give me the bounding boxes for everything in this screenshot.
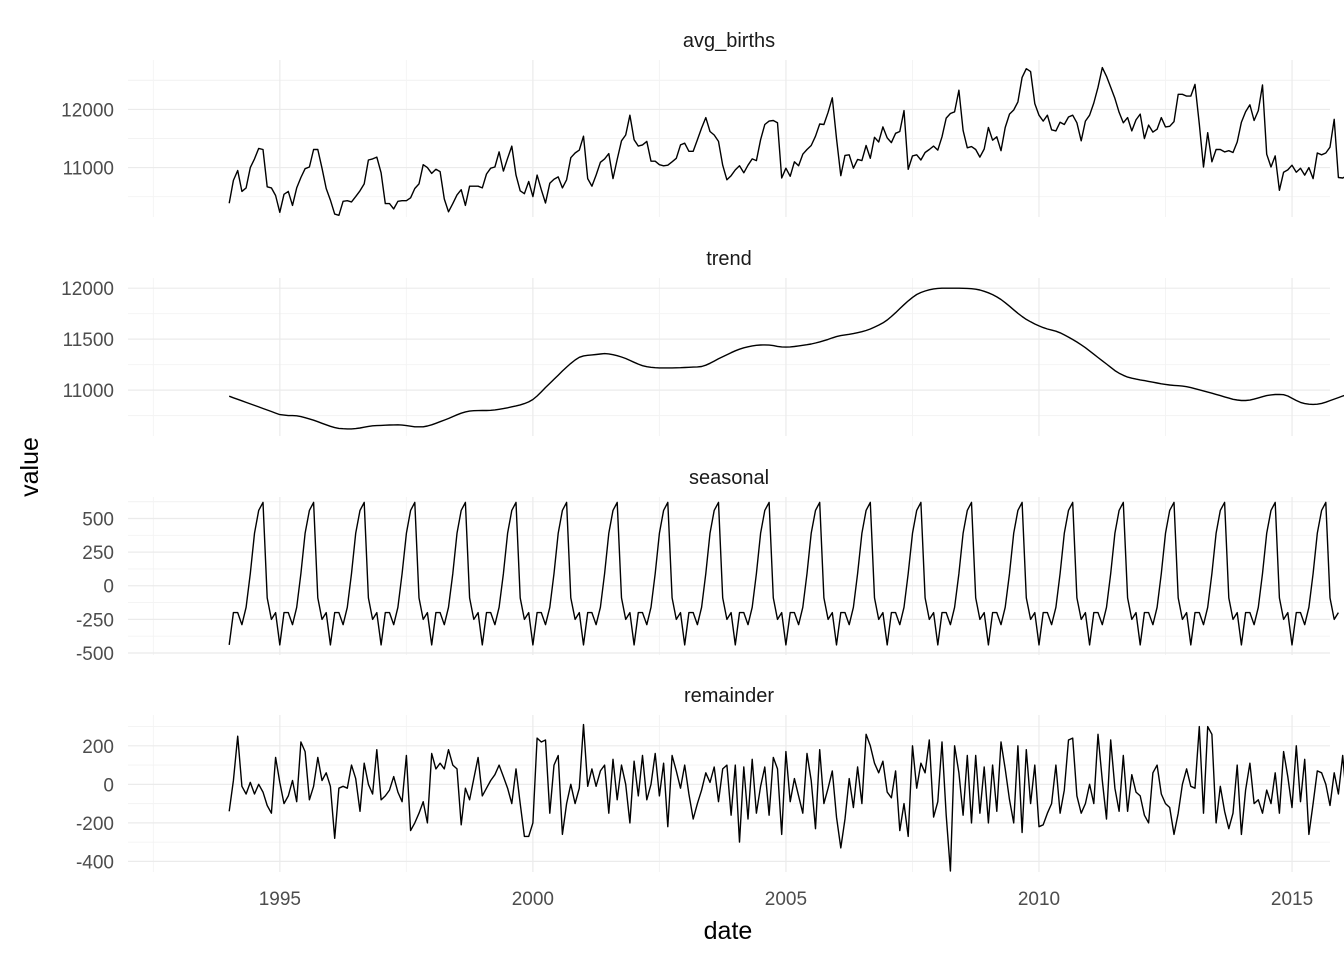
x-tick-label: 2015	[1271, 889, 1313, 910]
y-tick-label: 0	[103, 577, 114, 598]
x-axis-title: date	[704, 917, 753, 945]
y-tick-label: 250	[82, 543, 114, 564]
y-tick-label: 11000	[63, 159, 114, 180]
panel-title: remainder	[684, 685, 774, 707]
panel-seasonal: -500 -250 0 250 500 seasonal	[76, 467, 1339, 665]
x-tick-label: 2005	[765, 889, 807, 910]
panel-title: avg_births	[683, 30, 775, 52]
y-tick-label: -200	[76, 814, 114, 835]
y-tick-label: 200	[82, 737, 114, 758]
x-tick-label: 1995	[259, 889, 301, 910]
y-tick-label: 12000	[61, 279, 114, 300]
series-line-remainder	[228, 723, 1344, 872]
panel-title: seasonal	[689, 467, 769, 489]
panel-trend: 11000 11500 12000 trend	[61, 248, 1344, 436]
series-line-avg-births	[228, 66, 1344, 217]
y-tick-label: 11500	[63, 330, 114, 351]
y-tick-label: -500	[76, 644, 114, 665]
panel-remainder: -400 -200 0 200 remainder	[76, 685, 1344, 873]
facet-panels: 11000 12000 avg_births 11000 11500 12000 trend…	[61, 30, 1344, 873]
y-axis-title: value	[16, 437, 44, 497]
y-tick-label: -400	[76, 852, 114, 873]
y-tick-label: 12000	[61, 100, 114, 121]
y-tick-label: 500	[82, 510, 114, 531]
panel-avg-births: 11000 12000 avg_births	[61, 30, 1344, 217]
y-tick-label: -250	[76, 610, 114, 631]
panel-title: trend	[706, 248, 752, 270]
series-line-seasonal	[228, 501, 1339, 646]
x-tick-label: 2010	[1018, 889, 1060, 910]
x-axis: 1995 2000 2005 2010 2015	[259, 889, 1313, 910]
x-tick-label: 2000	[512, 889, 554, 910]
y-tick-label: 0	[103, 775, 114, 796]
series-line-trend	[228, 287, 1344, 430]
y-tick-label: 11000	[63, 381, 114, 402]
